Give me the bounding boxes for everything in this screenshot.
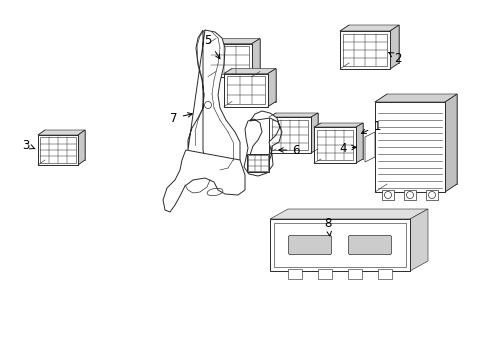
Polygon shape bbox=[224, 68, 275, 73]
Text: 7: 7 bbox=[170, 112, 192, 125]
FancyBboxPatch shape bbox=[348, 235, 391, 255]
Polygon shape bbox=[313, 123, 362, 127]
Bar bbox=[38, 135, 78, 165]
Bar bbox=[313, 127, 355, 163]
Bar bbox=[386, 94, 456, 184]
Polygon shape bbox=[364, 132, 374, 162]
FancyBboxPatch shape bbox=[288, 235, 331, 255]
Bar bbox=[248, 155, 267, 171]
Polygon shape bbox=[268, 113, 317, 117]
Bar bbox=[374, 102, 444, 192]
Bar bbox=[231, 68, 275, 102]
Polygon shape bbox=[409, 209, 427, 271]
Text: 8: 8 bbox=[324, 216, 331, 236]
Bar bbox=[207, 44, 251, 77]
Polygon shape bbox=[267, 68, 275, 107]
Bar bbox=[224, 73, 267, 107]
Polygon shape bbox=[269, 209, 427, 219]
Bar bbox=[381, 190, 393, 200]
Text: 1: 1 bbox=[361, 120, 380, 134]
Bar bbox=[316, 130, 353, 161]
Bar bbox=[226, 76, 265, 104]
Bar bbox=[425, 190, 437, 200]
Text: 3: 3 bbox=[22, 139, 35, 152]
Polygon shape bbox=[38, 130, 85, 135]
Polygon shape bbox=[207, 39, 260, 44]
Bar bbox=[348, 25, 398, 63]
Polygon shape bbox=[78, 130, 85, 165]
Polygon shape bbox=[251, 39, 260, 77]
Bar bbox=[41, 138, 76, 163]
Polygon shape bbox=[163, 150, 244, 212]
Bar bbox=[403, 190, 415, 200]
Bar bbox=[273, 223, 405, 267]
Bar bbox=[246, 154, 268, 172]
Polygon shape bbox=[389, 25, 398, 69]
Text: 4: 4 bbox=[339, 141, 355, 154]
Bar bbox=[210, 46, 249, 74]
Polygon shape bbox=[374, 94, 456, 102]
Polygon shape bbox=[244, 111, 282, 176]
Polygon shape bbox=[355, 123, 362, 163]
Text: 6: 6 bbox=[278, 144, 299, 157]
Bar bbox=[271, 120, 308, 150]
Polygon shape bbox=[310, 113, 317, 153]
Bar bbox=[269, 219, 409, 271]
Bar bbox=[339, 31, 389, 69]
Bar bbox=[216, 39, 260, 72]
Polygon shape bbox=[187, 30, 240, 174]
Bar bbox=[317, 269, 331, 279]
Bar bbox=[320, 123, 362, 159]
Bar bbox=[275, 113, 317, 149]
Bar bbox=[377, 269, 391, 279]
Text: 2: 2 bbox=[388, 51, 401, 64]
Polygon shape bbox=[339, 25, 398, 31]
Polygon shape bbox=[444, 94, 456, 192]
Bar bbox=[45, 130, 85, 160]
Text: 5: 5 bbox=[204, 33, 220, 59]
Bar bbox=[268, 117, 310, 153]
Bar bbox=[287, 269, 302, 279]
Bar bbox=[347, 269, 361, 279]
Bar bbox=[342, 34, 386, 66]
